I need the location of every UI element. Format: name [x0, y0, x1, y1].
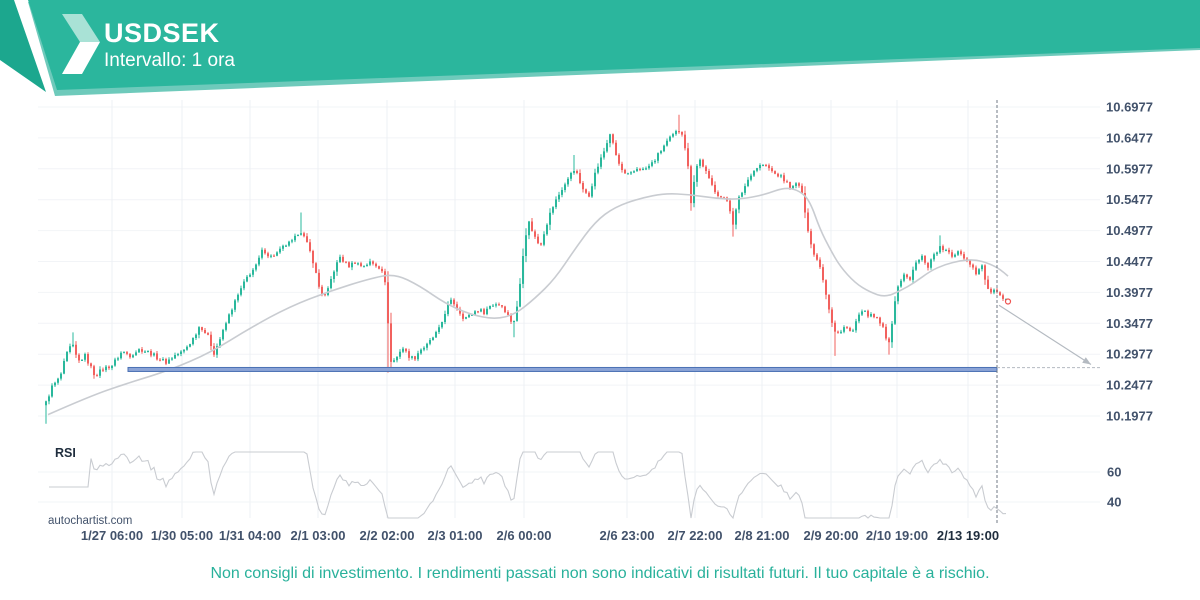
x-axis-label: 1/30 05:00 — [151, 528, 213, 543]
x-axis-label: 2/2 02:00 — [360, 528, 415, 543]
x-axis-label: 2/9 20:00 — [804, 528, 859, 543]
autochartist-logo-icon — [62, 14, 100, 74]
moving-average-line — [47, 187, 1009, 416]
y-axis-label: 10.2477 — [1106, 378, 1153, 393]
x-axis-label: 2/6 00:00 — [497, 528, 552, 543]
logo-bottom-chevron — [62, 42, 100, 74]
rsi-axis-label: 60 — [1107, 465, 1121, 480]
rsi-label: RSI — [55, 446, 76, 460]
banner-left-accent — [0, 0, 46, 92]
banner-shape — [28, 0, 1200, 90]
x-axis-label: 2/8 21:00 — [735, 528, 790, 543]
down-candle-wicks — [75, 114, 1004, 379]
x-axis-label: 2/1 03:00 — [291, 528, 346, 543]
x-axis-label: 2/3 01:00 — [428, 528, 483, 543]
grid-layer — [38, 100, 1100, 518]
x-axis-label: 2/7 22:00 — [668, 528, 723, 543]
x-axis-label: 2/6 23:00 — [600, 528, 655, 543]
down-candle-bodies — [75, 131, 1004, 377]
x-axis-label: 1/27 06:00 — [81, 528, 143, 543]
y-axis-label: 10.6977 — [1106, 100, 1153, 115]
y-axis-label: 10.5477 — [1106, 192, 1153, 207]
y-axis-label: 10.4977 — [1106, 223, 1153, 238]
forecast-trendline — [998, 304, 1092, 366]
y-axis-label: 10.3477 — [1106, 316, 1153, 331]
interval-subtitle: Intervallo: 1 ora — [104, 50, 235, 71]
x-axis-label: 2/10 19:00 — [866, 528, 928, 543]
symbol-title: USDSEK — [104, 18, 220, 48]
last-price-marker — [1004, 298, 1012, 305]
header-banner — [0, 0, 1200, 96]
y-axis-label: 10.6477 — [1106, 130, 1153, 145]
x-axis-label: 1/31 04:00 — [219, 528, 281, 543]
support-line — [127, 366, 998, 372]
rsi-axis-label: 40 — [1107, 495, 1121, 510]
risk-disclaimer: Non consigli di investimento. I rendimen… — [210, 565, 990, 582]
rsi-line — [49, 451, 1007, 520]
y-axis-label: 10.2977 — [1106, 347, 1153, 362]
y-axis-label: 10.1977 — [1106, 409, 1153, 424]
annotation-layer — [127, 100, 1100, 524]
x-axis-label: 2/13 19:00 — [937, 528, 999, 543]
y-axis-label: 10.5977 — [1106, 161, 1153, 176]
up-candle-wicks — [45, 129, 1007, 424]
y-axis-label: 10.4477 — [1106, 254, 1153, 269]
series-layer — [45, 114, 1009, 520]
logo-top-chevron — [62, 14, 100, 42]
forecast-arrowhead-icon — [1082, 357, 1091, 365]
watermark: autochartist.com — [48, 515, 132, 527]
up-candle-bodies — [45, 131, 1007, 406]
axis-label-layer: 10.6977 10.6477 10.5977 10.5477 10.4977 10.44… — [81, 100, 1153, 544]
y-axis-label: 10.3977 — [1106, 285, 1153, 300]
